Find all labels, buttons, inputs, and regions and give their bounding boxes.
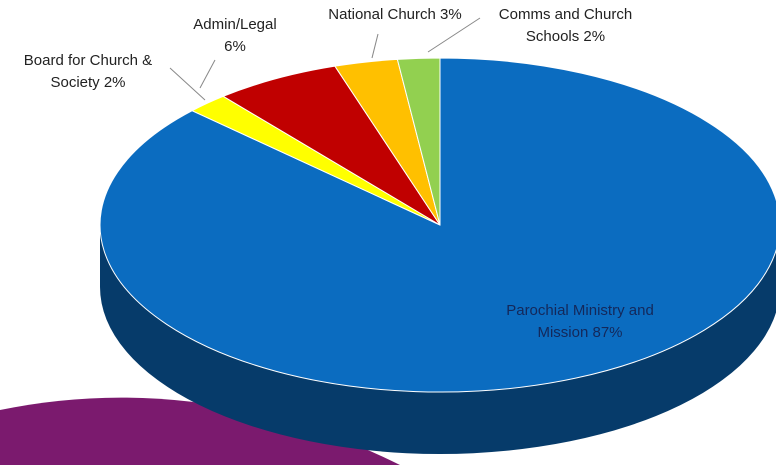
- slice-label: National Church 3%: [325, 4, 465, 26]
- slice-label: Admin/Legal 6%: [185, 14, 285, 58]
- slice-label: Comms and Church Schools 2%: [478, 4, 653, 48]
- slice-name: Board for Church & Society: [23, 52, 153, 91]
- slice-value: 6%: [224, 38, 246, 55]
- leader-line: [427, 17, 481, 53]
- slice-value: 2%: [103, 74, 126, 91]
- pie-slice: [222, 65, 441, 226]
- slice-label: Board for Church & Society 2%: [3, 50, 173, 94]
- leader-line: [199, 59, 216, 89]
- slice-name: Comms and Church Schools: [498, 6, 633, 45]
- leader-line: [371, 33, 379, 59]
- slice-label: Parochial Ministry and Mission 87%: [495, 300, 665, 344]
- decor-swoosh: [0, 397, 400, 465]
- slice-value: 2%: [583, 28, 606, 45]
- pie-slice-side: [100, 225, 776, 454]
- slice-name: Parochial Ministry and Mission: [506, 302, 654, 341]
- slice-name: Admin/Legal: [193, 16, 277, 33]
- pie-slice: [99, 57, 776, 393]
- slice-value: 87%: [592, 324, 623, 341]
- slice-value: 3%: [440, 6, 462, 23]
- leader-line: [169, 67, 206, 101]
- pie-slice: [396, 57, 441, 226]
- slice-name: National Church: [328, 6, 436, 23]
